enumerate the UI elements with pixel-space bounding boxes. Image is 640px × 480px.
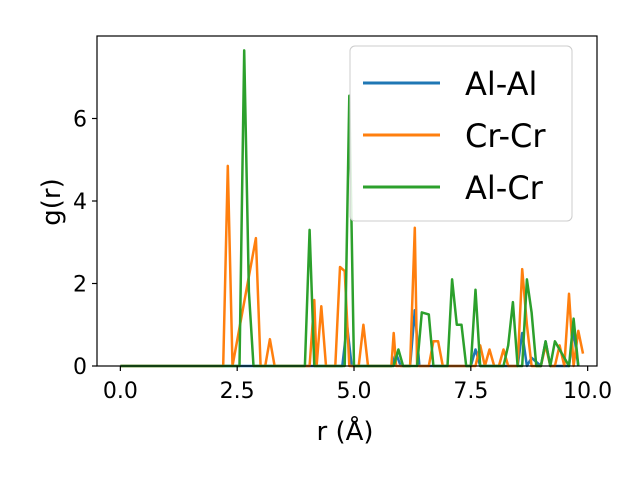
y-tick-label: 2 (73, 273, 87, 298)
axes-layer: 0.0 2.5 5.0 7.5 10.0 0 2 4 6 (73, 35, 612, 404)
y-tick-label: 4 (73, 190, 87, 215)
y-tick-label: 6 (73, 108, 87, 133)
x-tick-label: 7.5 (453, 379, 488, 404)
legend-label-al-al: Al-Al (465, 65, 537, 103)
x-tick-label: 5.0 (337, 379, 372, 404)
x-axis-title: r (Å) (316, 415, 373, 447)
y-tick-label: 0 (73, 355, 87, 380)
x-tick-label: 10.0 (563, 379, 612, 404)
legend: Al-Al Cr-Cr Al-Cr (349, 45, 573, 222)
x-tick-label: 0.0 (103, 379, 138, 404)
legend-label-cr-cr: Cr-Cr (465, 117, 546, 155)
x-tick-label: 2.5 (220, 379, 255, 404)
y-axis-title: g(r) (37, 178, 67, 225)
legend-label-al-cr: Al-Cr (465, 169, 544, 207)
legend-box (349, 45, 573, 222)
